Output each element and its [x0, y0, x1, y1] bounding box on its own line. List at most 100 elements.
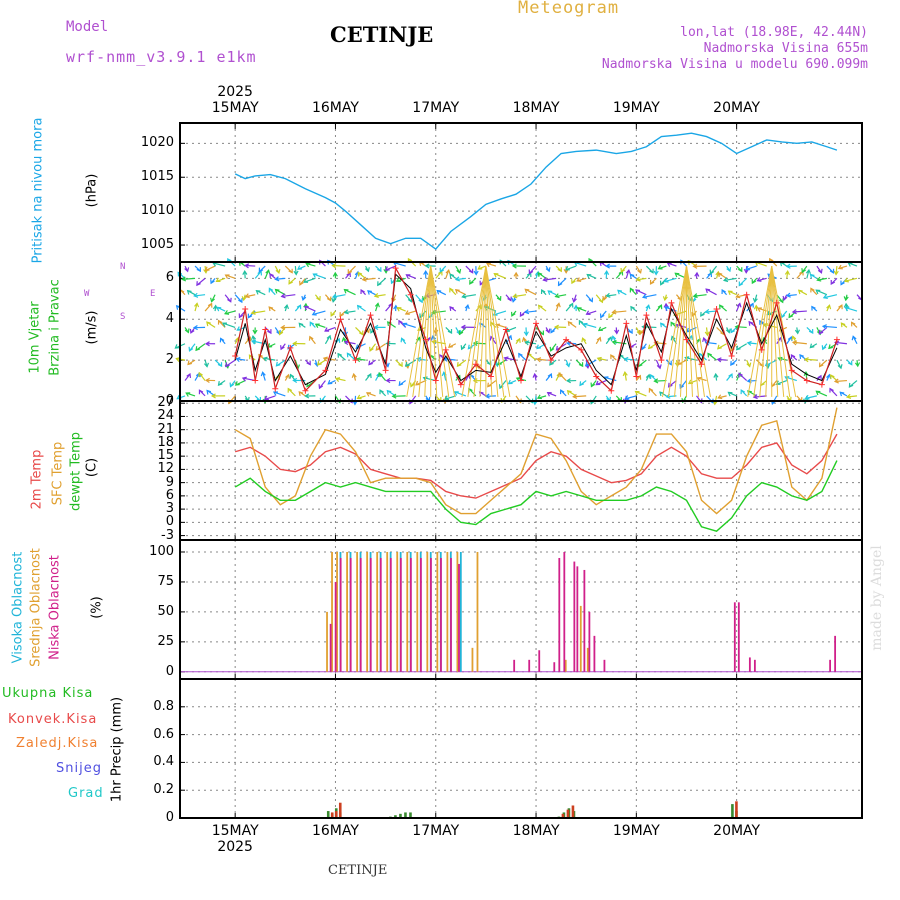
wind-arrow-head [833, 378, 839, 384]
wind-arrow-head [816, 330, 822, 336]
wind-arrow-head [547, 290, 553, 295]
wind-arrow [222, 322, 236, 328]
cloud-bar [386, 551, 389, 672]
wind-arrow [747, 342, 757, 345]
wind-arrow-head [784, 376, 790, 381]
wind-burst-ray [771, 266, 791, 397]
wind-arrow-head [576, 307, 582, 312]
y-tick-label: 50 [157, 603, 174, 619]
wind-arrow-head [356, 304, 362, 310]
wind-arrow-head [292, 377, 298, 384]
wind-arrow-head [779, 298, 784, 304]
wind-arrow [275, 277, 286, 280]
wind-arrow-head [817, 374, 822, 380]
wind-arrow-head [803, 357, 809, 363]
wind-arrow-head [717, 344, 722, 350]
wind-arrow-head [305, 262, 311, 268]
wind-arrow-head [797, 289, 803, 295]
y-tick-label: 21 [157, 421, 174, 437]
wind-arrow [454, 391, 467, 397]
wind-arrow-head [436, 289, 442, 295]
wind-arrow-head [308, 335, 314, 341]
wind-arrow-head [571, 297, 577, 303]
wind-arrow-head [623, 356, 629, 362]
wind-arrow-head [785, 263, 791, 269]
cloud-bar [349, 557, 352, 672]
wind-arrow-head [351, 372, 357, 378]
y-tick-label: 1010 [140, 203, 174, 219]
wind-arrow-head [507, 296, 512, 302]
wind-arrow-head [207, 302, 213, 308]
cloud-bar [336, 551, 338, 672]
wind-arrow-head [210, 393, 216, 399]
wind-arrow [323, 357, 336, 361]
wind-arrow-head [322, 356, 328, 362]
y-tick-label: 75 [157, 573, 174, 589]
model-altitude-label: Nadmorska Visina u modelu 690.099m [601, 57, 868, 72]
wind-arrow [654, 379, 667, 382]
wind-burst-ray [461, 265, 487, 398]
wind-arrow-head [224, 362, 230, 368]
cloud-bar [436, 551, 439, 672]
cloud-bar [331, 551, 333, 672]
wind-arrow-head [423, 269, 429, 275]
wind-arrow-head [317, 360, 322, 366]
wind-arrow-head [638, 330, 644, 336]
wind-arrow [494, 273, 507, 279]
wind-arrow-head [843, 302, 849, 308]
wind-gust-marker [382, 367, 389, 374]
wind-arrow-head [559, 389, 565, 395]
wind-arrow-head [799, 354, 804, 359]
y-tick-label: 4 [165, 311, 174, 327]
wind-arrow-head [460, 345, 466, 351]
wind-arrow-head [337, 352, 343, 358]
panel-grid [180, 540, 862, 679]
wind-arrow [245, 264, 256, 267]
wind-arrow-head [746, 362, 752, 368]
wind-arrow-head [611, 335, 617, 341]
wind-arrow-head [216, 306, 222, 312]
wind-arrow-head [805, 268, 811, 274]
wind-arrow-head [629, 287, 635, 293]
wind-arrow-head [659, 280, 665, 286]
cloud-bar [426, 551, 429, 672]
wind-arrow-head [221, 322, 228, 328]
wind-arrow-head [817, 268, 823, 274]
wind-arrow-head [730, 360, 735, 366]
wind-arrow [194, 294, 206, 297]
wind-arrow [513, 294, 527, 298]
wind-burst-ray [418, 266, 432, 397]
wind-arrow-head [288, 279, 293, 285]
wind-arrow-head [645, 304, 651, 310]
cloud-bar [409, 557, 412, 672]
wind-arrow-head [206, 389, 212, 395]
wind-arrow-head [331, 293, 338, 299]
wind-arrow [537, 358, 547, 361]
wind-arrow-head [837, 264, 843, 270]
wind-arrow [845, 306, 858, 312]
wind-arrow-head [415, 356, 422, 362]
wind-arrow-head [611, 340, 617, 346]
wind-arrow-head [818, 329, 824, 335]
cloud-bar [430, 557, 432, 672]
wind-arrow-head [735, 293, 741, 299]
wind-gust-marker [457, 381, 464, 388]
wind-arrow-head [748, 320, 754, 326]
panel-grid [180, 679, 862, 819]
precip-bar [566, 809, 570, 818]
wind-arrow-head [756, 307, 762, 312]
wind-arrow-head [700, 311, 705, 317]
wind-arrow-head [217, 319, 223, 325]
wind-gust-marker [788, 367, 795, 374]
wind-gust-marker [623, 320, 630, 327]
wind-arrow-head [717, 394, 723, 400]
wind-arrow [705, 310, 717, 313]
cloud-bar [553, 662, 556, 672]
wind-arrow-head [331, 263, 337, 269]
wind-arrow-head [610, 354, 615, 360]
wind-arrow-head [510, 311, 516, 317]
wind-arrow-head [581, 337, 587, 343]
y-tick-label: 12 [157, 461, 174, 477]
wind-arrow-head [850, 321, 856, 327]
lonlat-label: lon,lat (18.98E, 42.44N) [680, 25, 868, 40]
